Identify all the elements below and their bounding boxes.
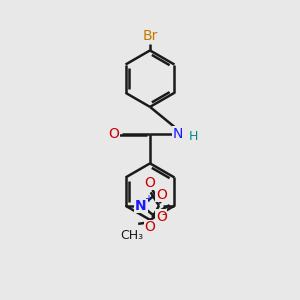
Text: -: - <box>162 208 166 221</box>
Text: O: O <box>145 176 155 190</box>
Text: O: O <box>109 127 119 141</box>
Text: O: O <box>156 188 167 202</box>
Text: N: N <box>135 199 147 213</box>
Text: CH₃: CH₃ <box>121 229 144 242</box>
Text: Br: Br <box>142 29 158 43</box>
Text: N: N <box>173 127 183 141</box>
Text: O: O <box>156 210 167 224</box>
Text: +: + <box>143 194 152 204</box>
Text: O: O <box>144 220 155 234</box>
Text: H: H <box>189 130 198 142</box>
